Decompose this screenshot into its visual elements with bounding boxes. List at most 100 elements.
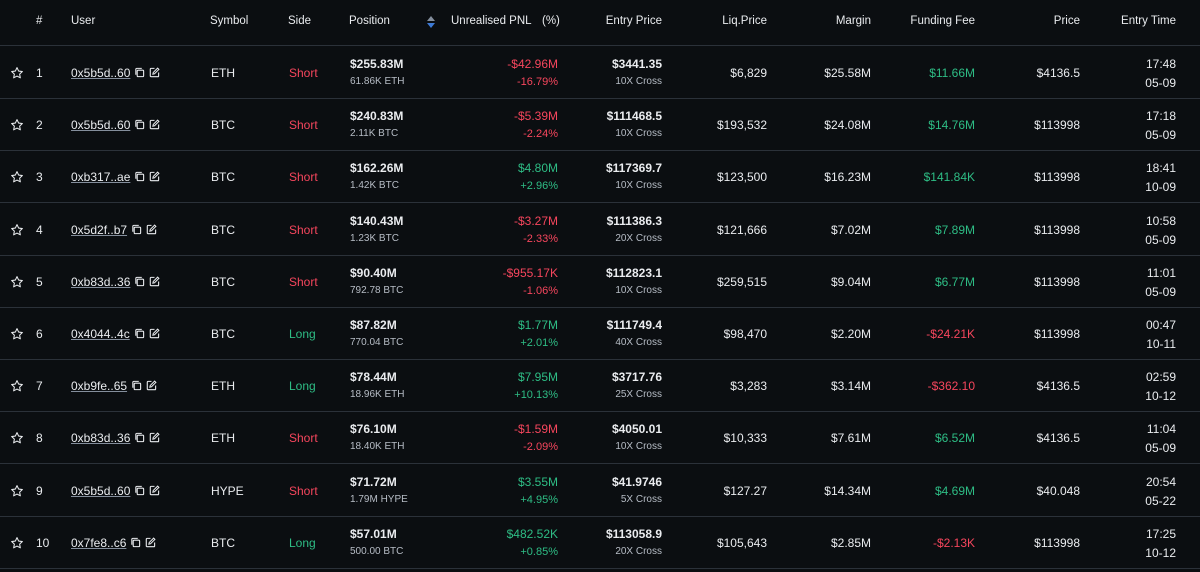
col-price: Price xyxy=(1053,15,1080,27)
pnl-percent: -2.09% xyxy=(523,441,558,454)
entry-date: 10-11 xyxy=(1146,337,1176,351)
star-icon[interactable] xyxy=(10,118,24,132)
copy-icon[interactable] xyxy=(134,119,145,130)
user-address-link[interactable]: 0xb317..ae xyxy=(71,170,131,185)
user-address-link[interactable]: 0x7fe8..c6 xyxy=(71,535,127,550)
edit-icon[interactable] xyxy=(146,223,157,235)
user-address-link[interactable]: 0xb83d..36 xyxy=(71,274,131,289)
star-icon[interactable] xyxy=(10,66,24,80)
user-cell: 0x4044..4c xyxy=(71,327,160,341)
liq-price: $123,500 xyxy=(716,170,767,185)
col-position[interactable]: Position xyxy=(349,15,390,27)
position-qty: 61.86K ETH xyxy=(350,76,405,87)
table-row[interactable]: 1 0x5b5d..60 ETH Short $255.83M 61.86K E… xyxy=(0,47,1200,99)
price: $40.048 xyxy=(1036,483,1080,498)
user-address-link[interactable]: 0x5d2f..b7 xyxy=(71,222,128,237)
edit-icon[interactable] xyxy=(149,432,161,443)
user-address-link[interactable]: 0x5b5d..60 xyxy=(71,483,131,498)
star-icon[interactable] xyxy=(10,170,24,184)
entry-time: 17:48 xyxy=(1145,57,1176,71)
star-icon[interactable] xyxy=(10,431,24,445)
sort-icon[interactable] xyxy=(427,16,435,28)
table-row[interactable]: 8 0xb83d..36 ETH Short $76.10M 18.40K ET… xyxy=(0,412,1200,465)
user-address-link[interactable]: 0x4044..4c xyxy=(71,327,130,341)
entry-time: 10:58 xyxy=(1145,213,1176,228)
star-icon[interactable] xyxy=(10,484,24,498)
table-row[interactable]: 2 0x5b5d..60 BTC Short $240.83M 2.11K BT… xyxy=(0,99,1200,152)
position-value: $71.72M xyxy=(350,474,397,489)
copy-icon[interactable] xyxy=(130,537,141,548)
side: Long xyxy=(289,379,316,394)
col-entry-time[interactable]: Entry Time xyxy=(1121,15,1176,27)
copy-icon[interactable] xyxy=(131,380,142,391)
position-qty: 500.00 BTC xyxy=(350,545,404,557)
unrealised-pnl: $3.55M xyxy=(517,474,558,489)
symbol: BTC xyxy=(211,535,235,550)
rank: 3 xyxy=(36,170,43,185)
rank: 2 xyxy=(36,118,43,133)
col-pnl[interactable]: Unrealised PNL xyxy=(451,15,532,27)
position-qty: 1.79M HYPE xyxy=(350,493,408,505)
star-icon[interactable] xyxy=(10,223,24,237)
leverage: 10X Cross xyxy=(615,284,662,296)
leverage: 10X Cross xyxy=(615,76,662,87)
edit-icon[interactable] xyxy=(149,171,161,182)
pnl-percent: +10.13% xyxy=(514,389,558,402)
margin: $24.08M xyxy=(824,118,871,133)
col-funding-fee[interactable]: Funding Fee xyxy=(910,15,975,27)
price: $4136.5 xyxy=(1036,379,1080,394)
edit-icon[interactable] xyxy=(146,380,157,391)
edit-icon[interactable] xyxy=(149,484,161,496)
unrealised-pnl: -$1.59M xyxy=(513,422,558,437)
rank: 5 xyxy=(36,274,43,289)
copy-icon[interactable] xyxy=(134,485,145,496)
funding-fee: $6.52M xyxy=(934,431,975,446)
liq-price: $98,470 xyxy=(723,327,767,341)
table-row[interactable]: 7 0xb9fe..65 ETH Long $78.44M 18.96K ETH… xyxy=(0,360,1200,413)
user-address-link[interactable]: 0x5b5d..60 xyxy=(71,118,131,133)
unrealised-pnl: -$3.27M xyxy=(513,213,558,228)
edit-icon[interactable] xyxy=(149,328,160,339)
user-address-link[interactable]: 0x5b5d..60 xyxy=(71,66,131,80)
entry-price: $3717.76 xyxy=(611,370,662,385)
table-row[interactable]: 10 0x7fe8..c6 BTC Long $57.01M 500.00 BT… xyxy=(0,517,1200,569)
table-row[interactable]: 5 0xb83d..36 BTC Short $90.40M 792.78 BT… xyxy=(0,256,1200,308)
entry-time: 11:01 xyxy=(1146,265,1176,280)
star-icon[interactable] xyxy=(10,327,24,341)
user-address-link[interactable]: 0xb9fe..65 xyxy=(71,379,128,394)
star-icon[interactable] xyxy=(10,275,24,289)
table-row[interactable]: 3 0xb317..ae BTC Short $162.26M 1.42K BT… xyxy=(0,151,1200,204)
edit-icon[interactable] xyxy=(145,537,156,548)
user-cell: 0x5d2f..b7 xyxy=(71,223,157,237)
copy-icon[interactable] xyxy=(134,276,145,287)
table-row[interactable]: 4 0x5d2f..b7 BTC Short $140.43M 1.23K BT… xyxy=(0,204,1200,256)
price: $113998 xyxy=(1034,118,1080,133)
col-entry-price[interactable]: Entry Price xyxy=(605,15,662,27)
edit-icon[interactable] xyxy=(149,276,161,287)
entry-date: 10-12 xyxy=(1145,545,1176,560)
copy-icon[interactable] xyxy=(134,328,145,339)
star-icon[interactable] xyxy=(10,379,24,393)
col-margin[interactable]: Margin xyxy=(835,15,871,27)
entry-date: 05-09 xyxy=(1145,76,1176,90)
entry-time: 20:54 xyxy=(1145,474,1176,489)
edit-icon[interactable] xyxy=(149,119,161,130)
pnl-percent: +2.96% xyxy=(520,180,558,193)
copy-icon[interactable] xyxy=(134,432,145,443)
funding-fee: $14.76M xyxy=(928,118,975,133)
entry-price: $41.9746 xyxy=(611,474,662,489)
symbol: ETH xyxy=(211,431,235,446)
side: Short xyxy=(289,274,318,289)
col-liq-price[interactable]: Liq.Price xyxy=(722,15,767,27)
copy-icon[interactable] xyxy=(131,224,142,235)
table-row[interactable]: 6 0x4044..4c BTC Long $87.82M 770.04 BTC… xyxy=(0,308,1200,360)
leverage: 10X Cross xyxy=(615,128,662,140)
copy-icon[interactable] xyxy=(134,171,145,182)
position-value: $57.01M xyxy=(350,526,397,541)
user-address-link[interactable]: 0xb83d..36 xyxy=(71,431,131,446)
edit-icon[interactable] xyxy=(149,67,161,78)
copy-icon[interactable] xyxy=(134,67,145,78)
star-icon[interactable] xyxy=(10,536,24,550)
table-row[interactable]: 9 0x5b5d..60 HYPE Short $71.72M 1.79M HY… xyxy=(0,465,1200,517)
symbol: ETH xyxy=(211,66,235,80)
